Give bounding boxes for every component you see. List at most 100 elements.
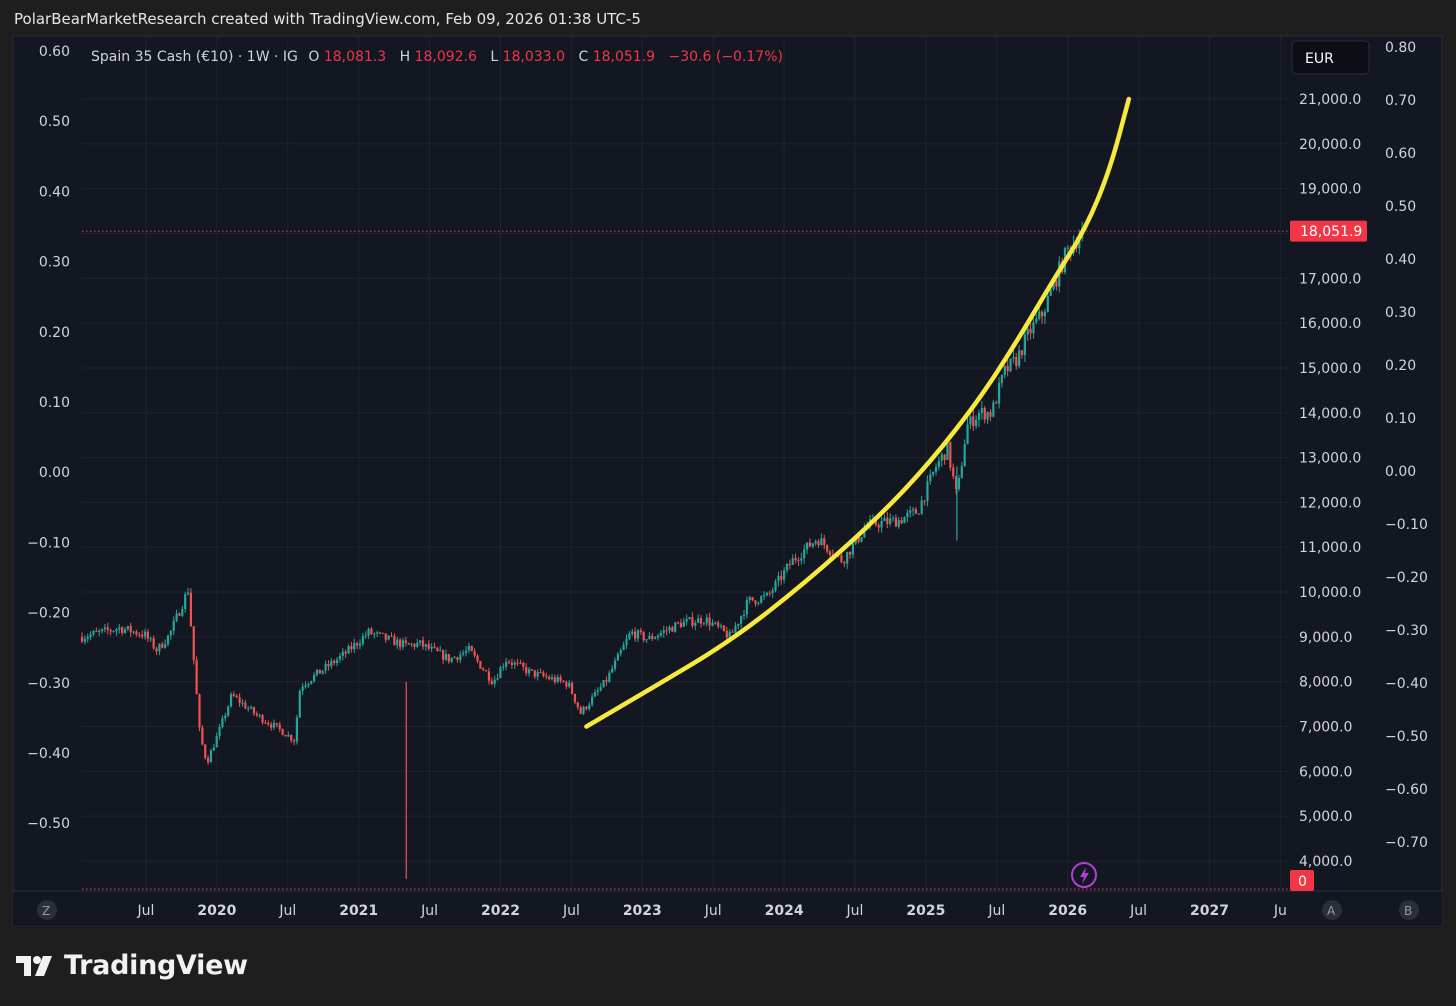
currency-button[interactable]: EUR bbox=[1291, 40, 1370, 75]
auto-scale-button[interactable]: A bbox=[1322, 900, 1342, 920]
candle-up-body bbox=[367, 628, 370, 636]
time-tick-label: Jul bbox=[1129, 903, 1147, 919]
legend-low-value: 18,033.0 bbox=[503, 49, 565, 65]
left-tick-label: −0.50 bbox=[27, 816, 70, 832]
candle-up-body bbox=[361, 636, 364, 644]
candle-up-body bbox=[694, 622, 697, 626]
right-secondary-axis[interactable]: 0.80 0.70 0.60 0.50 0.40 0.30 0.20 0.10 0.00 −0.1… bbox=[1385, 40, 1428, 851]
candle-up-body bbox=[1026, 328, 1029, 335]
candle-up-body bbox=[450, 657, 453, 662]
candle-up-body bbox=[215, 735, 218, 748]
reset-zoom-button[interactable]: Z bbox=[37, 900, 57, 920]
candle-down-body bbox=[129, 626, 132, 633]
candle-up-body bbox=[568, 682, 571, 687]
candle-down-body bbox=[573, 693, 577, 703]
candle-down-body bbox=[490, 680, 493, 685]
legend-high-value: 18,092.6 bbox=[415, 49, 477, 65]
candle-down-body bbox=[874, 518, 877, 526]
secondary-tick-label: 0.50 bbox=[1385, 199, 1416, 215]
left-tick-label: 0.20 bbox=[39, 325, 70, 341]
candle-up-body bbox=[396, 639, 399, 646]
candle-up-body bbox=[891, 517, 895, 519]
candle-down-body bbox=[267, 723, 270, 725]
lightning-icon[interactable] bbox=[1071, 862, 1097, 888]
candle-down-body bbox=[1006, 365, 1009, 372]
candle-up-body bbox=[622, 644, 625, 651]
candle-up-body bbox=[1009, 358, 1012, 372]
candle-up-body bbox=[298, 690, 301, 718]
candle-up-body bbox=[1038, 311, 1041, 319]
candle-down-body bbox=[399, 639, 402, 648]
candle-down-body bbox=[525, 666, 528, 674]
candle-up-body bbox=[1043, 311, 1047, 317]
candle-down-body bbox=[542, 672, 545, 676]
candle-up-body bbox=[897, 519, 900, 527]
secondary-tick-label: −0.50 bbox=[1385, 729, 1428, 745]
candle-up-body bbox=[100, 629, 104, 631]
candle-up-body bbox=[209, 750, 213, 763]
candle-down-body bbox=[152, 638, 155, 649]
time-axis[interactable]: Jul 2020 Jul 2021 Jul 2022 Jul 2023 Jul 2024 Jul 20… bbox=[137, 903, 1287, 919]
candle-down-body bbox=[204, 744, 207, 758]
candle-up-body bbox=[496, 678, 499, 680]
candle-down-body bbox=[427, 644, 430, 649]
secondary-tick-label: 0.20 bbox=[1385, 358, 1416, 374]
candle-down-body bbox=[751, 597, 754, 601]
candle-up-body bbox=[401, 640, 405, 648]
candle-down-body bbox=[473, 651, 476, 656]
candle-up-body bbox=[740, 616, 743, 624]
candle-up-body bbox=[98, 630, 101, 632]
candle-up-body bbox=[728, 631, 731, 638]
candle-down-body bbox=[161, 643, 164, 648]
candle-up-body bbox=[1003, 365, 1006, 375]
candle-down-body bbox=[642, 631, 645, 641]
legend[interactable]: Spain 35 Cash (€10) · 1W · IG O 18,081.3… bbox=[91, 49, 783, 65]
price-tick-label: 5,000.0 bbox=[1299, 809, 1352, 825]
left-tick-label: −0.30 bbox=[27, 676, 70, 692]
candle-up-body bbox=[258, 715, 261, 717]
candle-down-body bbox=[952, 467, 955, 477]
candle-up-body bbox=[803, 549, 806, 559]
time-tick-label: 2023 bbox=[623, 903, 662, 919]
candle-down-body bbox=[109, 629, 112, 632]
candle-up-body bbox=[169, 630, 172, 636]
candle-up-body bbox=[313, 674, 316, 681]
candle-up-body bbox=[625, 639, 628, 645]
candle-up-body bbox=[430, 646, 433, 649]
candle-up-body bbox=[714, 622, 717, 624]
candle-down-body bbox=[198, 694, 201, 728]
candle-down-body bbox=[848, 551, 852, 555]
candle-up-body bbox=[186, 592, 190, 595]
candle-down-body bbox=[141, 634, 144, 637]
candle-up-body bbox=[416, 642, 419, 647]
candle-down-body bbox=[507, 661, 511, 663]
candle-up-body bbox=[889, 518, 892, 524]
candle-up-body bbox=[860, 537, 863, 542]
candle-up-body bbox=[227, 706, 230, 716]
candle-up-body bbox=[439, 650, 442, 652]
candle-up-body bbox=[301, 686, 304, 691]
candle-up-body bbox=[1066, 247, 1069, 249]
time-tick-label: Ju bbox=[1273, 903, 1287, 919]
candle-up-body bbox=[654, 637, 657, 639]
candle-up-body bbox=[502, 666, 505, 668]
candle-down-body bbox=[995, 402, 998, 404]
secondary-scale-button[interactable]: B bbox=[1399, 900, 1419, 920]
candle-up-body bbox=[410, 643, 413, 645]
candle-up-body bbox=[143, 631, 147, 637]
candle-down-body bbox=[476, 655, 479, 662]
candle-down-body bbox=[516, 662, 519, 664]
candle-up-body bbox=[940, 454, 943, 461]
candle-down-body bbox=[843, 562, 846, 564]
candle-up-body bbox=[619, 650, 622, 654]
secondary-tick-label: −0.40 bbox=[1385, 676, 1428, 692]
candle-up-body bbox=[593, 692, 597, 697]
candle-down-body bbox=[201, 727, 204, 745]
candle-down-body bbox=[576, 702, 579, 708]
candle-up-body bbox=[745, 600, 748, 615]
candle-up-body bbox=[628, 633, 631, 640]
candle-up-body bbox=[777, 575, 780, 582]
candle-up-body bbox=[932, 471, 935, 475]
exponential-trend-curve[interactable] bbox=[584, 96, 1132, 729]
